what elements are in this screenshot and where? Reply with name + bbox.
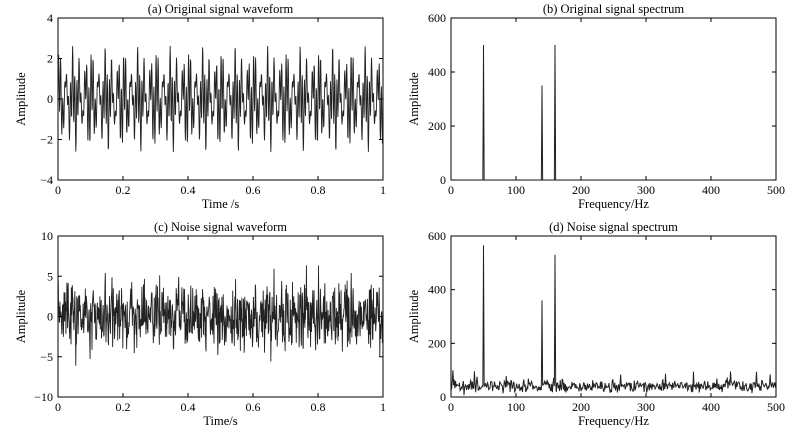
y-tick-label: 5: [47, 269, 53, 283]
y-axis-label: Amplitude: [14, 289, 28, 343]
plot-frame: [450, 17, 777, 181]
y-tick-label: 4: [47, 11, 53, 25]
x-tick-label: 0.8: [311, 400, 326, 414]
subplot-title: (b) Original signal spectrum: [543, 2, 685, 16]
y-axis-label: Amplitude: [407, 289, 421, 343]
y-tick-label: 2: [47, 52, 53, 66]
x-tick-label: 0: [448, 400, 454, 414]
x-tick-label: 500: [767, 183, 785, 197]
y-tick-label: 400: [428, 283, 446, 297]
x-tick-label: 300: [637, 400, 655, 414]
subplot-b: 0 100 200 300 400 500 0 200 400 600 (b) Original s…: [407, 2, 785, 211]
y-tick-label: 0: [440, 390, 446, 404]
x-tick-label: 0: [448, 183, 454, 197]
x-axis-label: Time/s: [203, 414, 237, 428]
series-line: [58, 265, 383, 366]
x-tick-label: 0.6: [246, 400, 261, 414]
y-tick-label: 600: [428, 229, 446, 243]
y-tick-label: 400: [428, 65, 446, 79]
series-line: [58, 45, 383, 153]
series-line: [451, 245, 776, 396]
x-tick-label: 0: [55, 400, 61, 414]
x-tick-label: 1: [380, 183, 386, 197]
x-tick-label: 200: [572, 183, 590, 197]
y-axis-label: Amplitude: [407, 72, 421, 126]
x-tick-label: 300: [637, 183, 655, 197]
y-tick-label: 0: [47, 310, 53, 324]
y-tick-label: 600: [428, 11, 446, 25]
y-axis-label: Amplitude: [14, 72, 28, 126]
subplot-d: 0 100 200 300 400 500 0 200 400 600 (d) Noise sign…: [407, 220, 785, 428]
subplot-c: 0 0.2 0.4 0.6 0.8 1 −10 −5 0 5 10 (c) Noise signal …: [14, 220, 386, 428]
x-tick-label: 0.4: [181, 400, 196, 414]
x-tick-label: 0.6: [246, 183, 261, 197]
y-tick-label: −5: [40, 350, 53, 364]
y-tick-label: −2: [40, 133, 53, 147]
subplot-title: (d) Noise signal spectrum: [549, 220, 678, 234]
x-tick-label: 500: [767, 400, 785, 414]
x-axis-label: Frequency/Hz: [578, 414, 649, 428]
y-tick-label: 10: [41, 229, 53, 243]
y-tick-label: 0: [47, 92, 53, 106]
plot-frame: [450, 235, 777, 398]
x-tick-label: 100: [507, 400, 525, 414]
y-tick-label: −10: [34, 390, 53, 404]
x-tick-label: 0.4: [181, 183, 196, 197]
x-tick-label: 1: [380, 400, 386, 414]
x-axis-label: Frequency/Hz: [578, 197, 649, 211]
subplot-title: (a) Original signal waveform: [148, 2, 294, 16]
x-axis-label: Time /s: [202, 197, 240, 211]
x-tick-label: 0.2: [116, 183, 131, 197]
x-tick-label: 0.8: [311, 183, 326, 197]
x-tick-label: 400: [702, 183, 720, 197]
subplot-a: 0 0.2 0.4 0.6 0.8 1 −4 −2 0 2 4 (a) Original signal…: [14, 2, 386, 211]
subplot-title: (c) Noise signal waveform: [154, 220, 287, 234]
x-tick-label: 400: [702, 400, 720, 414]
x-tick-label: 0: [55, 183, 61, 197]
y-tick-label: 200: [428, 119, 446, 133]
y-tick-label: 200: [428, 336, 446, 350]
x-tick-label: 0.2: [116, 400, 131, 414]
y-tick-label: −4: [40, 173, 53, 187]
y-tick-label: 0: [440, 173, 446, 187]
x-tick-label: 200: [572, 400, 590, 414]
x-tick-label: 100: [507, 183, 525, 197]
